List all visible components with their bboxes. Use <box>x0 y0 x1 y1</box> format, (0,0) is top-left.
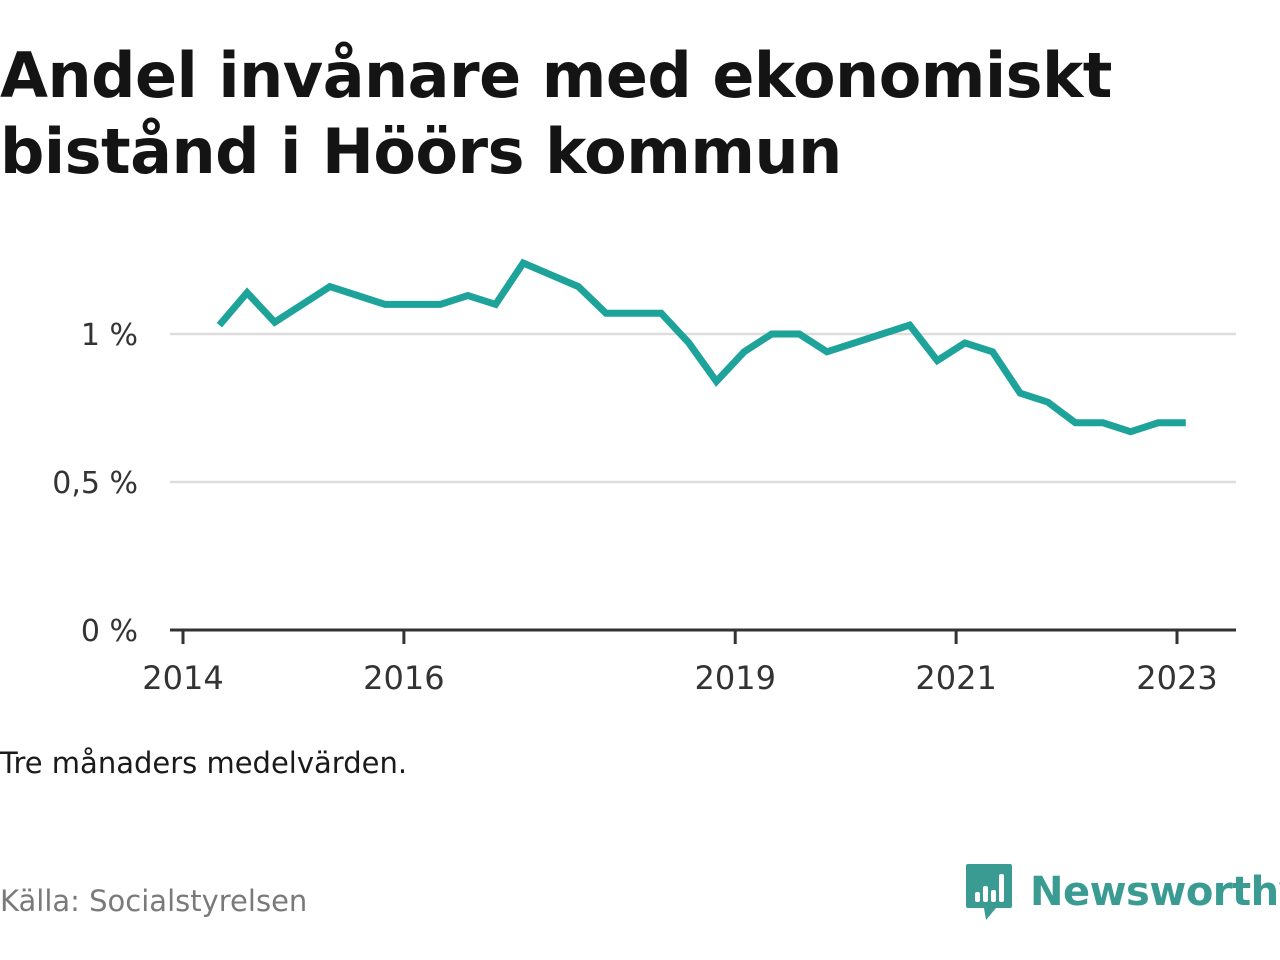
x-axis-ticks: 2014 2016 2019 2021 2023 <box>142 630 1218 697</box>
y-axis-tick-labels: 0 % 0,5 % 1 % <box>52 318 138 649</box>
x-tick-label: 2016 <box>363 659 444 697</box>
y-tick-label: 1 % <box>81 318 138 353</box>
grid-lines <box>170 332 1236 484</box>
line-chart: 0 % 0,5 % 1 % 2014 2016 2019 2021 2023 <box>52 258 1236 697</box>
chart-title: Andel invånare med ekonomiskt bistånd i … <box>0 39 1112 188</box>
x-tick-label: 2023 <box>1136 659 1217 697</box>
chart-source: Källa: Socialstyrelsen <box>0 884 308 918</box>
x-tick-label: 2019 <box>695 659 776 697</box>
newsworthy-logo: Newsworthy <box>964 862 1280 922</box>
x-tick-label: 2014 <box>142 659 223 697</box>
series-points <box>219 262 1186 432</box>
brand-name: Newsworthy <box>1030 869 1280 915</box>
series-line <box>216 258 1186 436</box>
chart-note: Tre månaders medelvärden. <box>0 746 408 780</box>
y-tick-label: 0,5 % <box>52 466 138 501</box>
chart-bubble-icon <box>966 864 1012 920</box>
x-tick-label: 2021 <box>915 659 996 697</box>
y-tick-label: 0 % <box>81 614 138 649</box>
